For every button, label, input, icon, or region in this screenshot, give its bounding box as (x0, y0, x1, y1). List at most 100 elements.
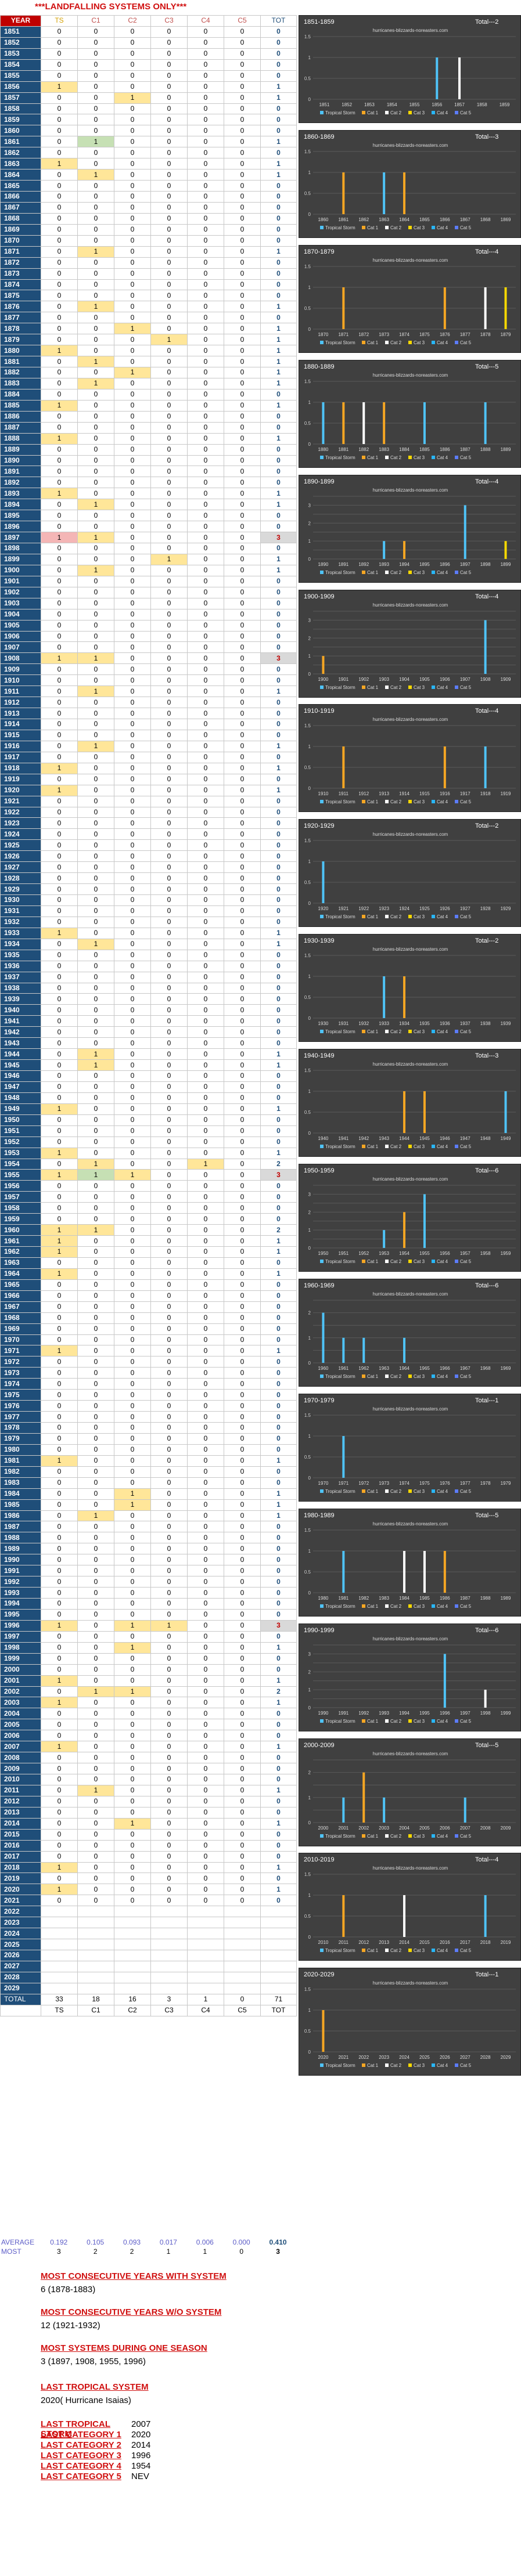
legend-label: Cat 2 (390, 1144, 402, 1149)
total-cell: 1 (260, 1741, 297, 1753)
total-cell: 1 (260, 367, 297, 378)
count-cell: 0 (224, 1466, 261, 1478)
x-tick-label: 2005 (419, 1825, 430, 1831)
legend-swatch (362, 1260, 365, 1263)
x-tick-label: 1880 (318, 447, 329, 452)
count-cell: 0 (77, 960, 114, 972)
y-tick-label: 1.5 (304, 1068, 311, 1073)
column-header: C2 (114, 15, 151, 27)
x-tick-label: 2009 (501, 1825, 511, 1831)
count-cell: 0 (187, 1004, 224, 1016)
x-tick-label: 1987 (460, 1596, 470, 1601)
y-tick-label: 1.5 (304, 1528, 311, 1533)
x-tick-label: 1944 (399, 1136, 409, 1141)
year-cell: 2020 (0, 1884, 41, 1896)
count-cell: 0 (224, 388, 261, 401)
chart-site: hurricanes-blizzards-noreasters.com (373, 488, 448, 493)
count-cell: 0 (187, 663, 224, 676)
count-cell: 1 (77, 1686, 114, 1698)
count-cell: 0 (114, 1608, 151, 1621)
total-cell: 0 (260, 817, 297, 829)
year-cell: 1948 (0, 1092, 41, 1104)
bar (443, 1550, 446, 1593)
legend-label: Cat 4 (437, 1029, 448, 1034)
table-row: 1920 1 0 0 0 0 0 1 (0, 784, 297, 796)
count-cell: 0 (224, 1312, 261, 1324)
y-tick-label: 3 (308, 618, 311, 623)
count-cell (77, 1928, 114, 1940)
count-cell: 0 (77, 488, 114, 500)
legend-label: Cat 4 (437, 685, 448, 690)
count-cell: 0 (114, 521, 151, 533)
count-cell: 0 (224, 1719, 261, 1731)
count-cell: 0 (77, 147, 114, 159)
x-tick-label: 1935 (419, 1021, 430, 1026)
legend-swatch (432, 455, 435, 459)
year-cell: 1954 (0, 1158, 41, 1170)
chart-site: hurricanes-blizzards-noreasters.com (373, 1177, 448, 1182)
table-row: 1944 0 1 0 0 0 0 1 (0, 1048, 297, 1060)
count-cell: 0 (41, 1521, 78, 1533)
chart-total: Total---4 (475, 478, 498, 485)
count-cell: 0 (224, 1070, 261, 1082)
total-cell: 1 (260, 1884, 297, 1896)
last-category-year: NEV (131, 2472, 149, 2481)
y-tick-label: 0 (308, 1935, 311, 1940)
count-cell: 0 (77, 158, 114, 170)
count-cell: 0 (224, 1378, 261, 1390)
legend-swatch (320, 685, 324, 689)
count-cell: 0 (114, 234, 151, 247)
count-cell: 0 (150, 949, 188, 961)
year-cell: 1930 (0, 894, 41, 906)
count-cell: 0 (224, 103, 261, 115)
count-cell: 0 (150, 619, 188, 632)
count-cell: 0 (150, 223, 188, 236)
count-cell: 0 (41, 1499, 78, 1511)
bar (383, 1230, 386, 1248)
total-cell: 3 (260, 532, 297, 543)
year-cell: 2011 (0, 1784, 41, 1796)
count-cell: 0 (114, 1576, 151, 1588)
total-cell: 0 (260, 1850, 297, 1863)
x-tick-label: 2016 (440, 1940, 450, 1945)
count-cell: 1 (41, 1861, 78, 1874)
legend-label: Cat 3 (414, 2063, 425, 2068)
year-cell: 1918 (0, 762, 41, 774)
x-tick-label: 1855 (409, 102, 420, 107)
x-tick-label: 1901 (338, 677, 348, 682)
count-cell: 0 (41, 290, 78, 302)
x-tick-label: 1985 (419, 1596, 430, 1601)
x-tick-label: 1970 (318, 1481, 329, 1486)
table-row: 1904 0 0 0 0 0 0 0 (0, 608, 297, 620)
count-cell: 0 (224, 1708, 261, 1720)
total-cell: 0 (260, 751, 297, 763)
count-cell: 0 (224, 147, 261, 159)
x-tick-label: 1890 (318, 562, 329, 567)
x-tick-label: 1851 (319, 102, 329, 107)
column-header: TS (41, 15, 78, 27)
count-cell (187, 1917, 224, 1929)
table-row: 1968 0 0 0 0 0 0 0 (0, 1312, 297, 1324)
count-cell: 0 (187, 1466, 224, 1478)
x-tick-label: 1877 (460, 332, 470, 337)
count-cell: 0 (224, 377, 261, 389)
count-cell: 0 (41, 48, 78, 60)
legend-label: Cat 1 (367, 799, 379, 804)
count-cell: 0 (187, 103, 224, 115)
count-cell: 0 (150, 806, 188, 818)
year-cell: 1967 (0, 1301, 41, 1313)
y-tick-label: 0.5 (304, 1110, 311, 1115)
count-cell: 0 (41, 477, 78, 489)
count-cell: 0 (77, 1257, 114, 1269)
legend-swatch (455, 455, 458, 459)
count-cell: 0 (77, 1444, 114, 1456)
year-cell: 1996 (0, 1619, 41, 1632)
x-tick-label: 1951 (338, 1251, 348, 1256)
x-tick-label: 2004 (399, 1825, 409, 1831)
legend-label: Cat 2 (390, 1834, 402, 1839)
count-cell: 0 (224, 1422, 261, 1434)
count-cell: 0 (150, 81, 188, 93)
total-cell: 1 (260, 1641, 297, 1654)
total-cell: 0 (260, 37, 297, 49)
total-cell (260, 1928, 297, 1940)
